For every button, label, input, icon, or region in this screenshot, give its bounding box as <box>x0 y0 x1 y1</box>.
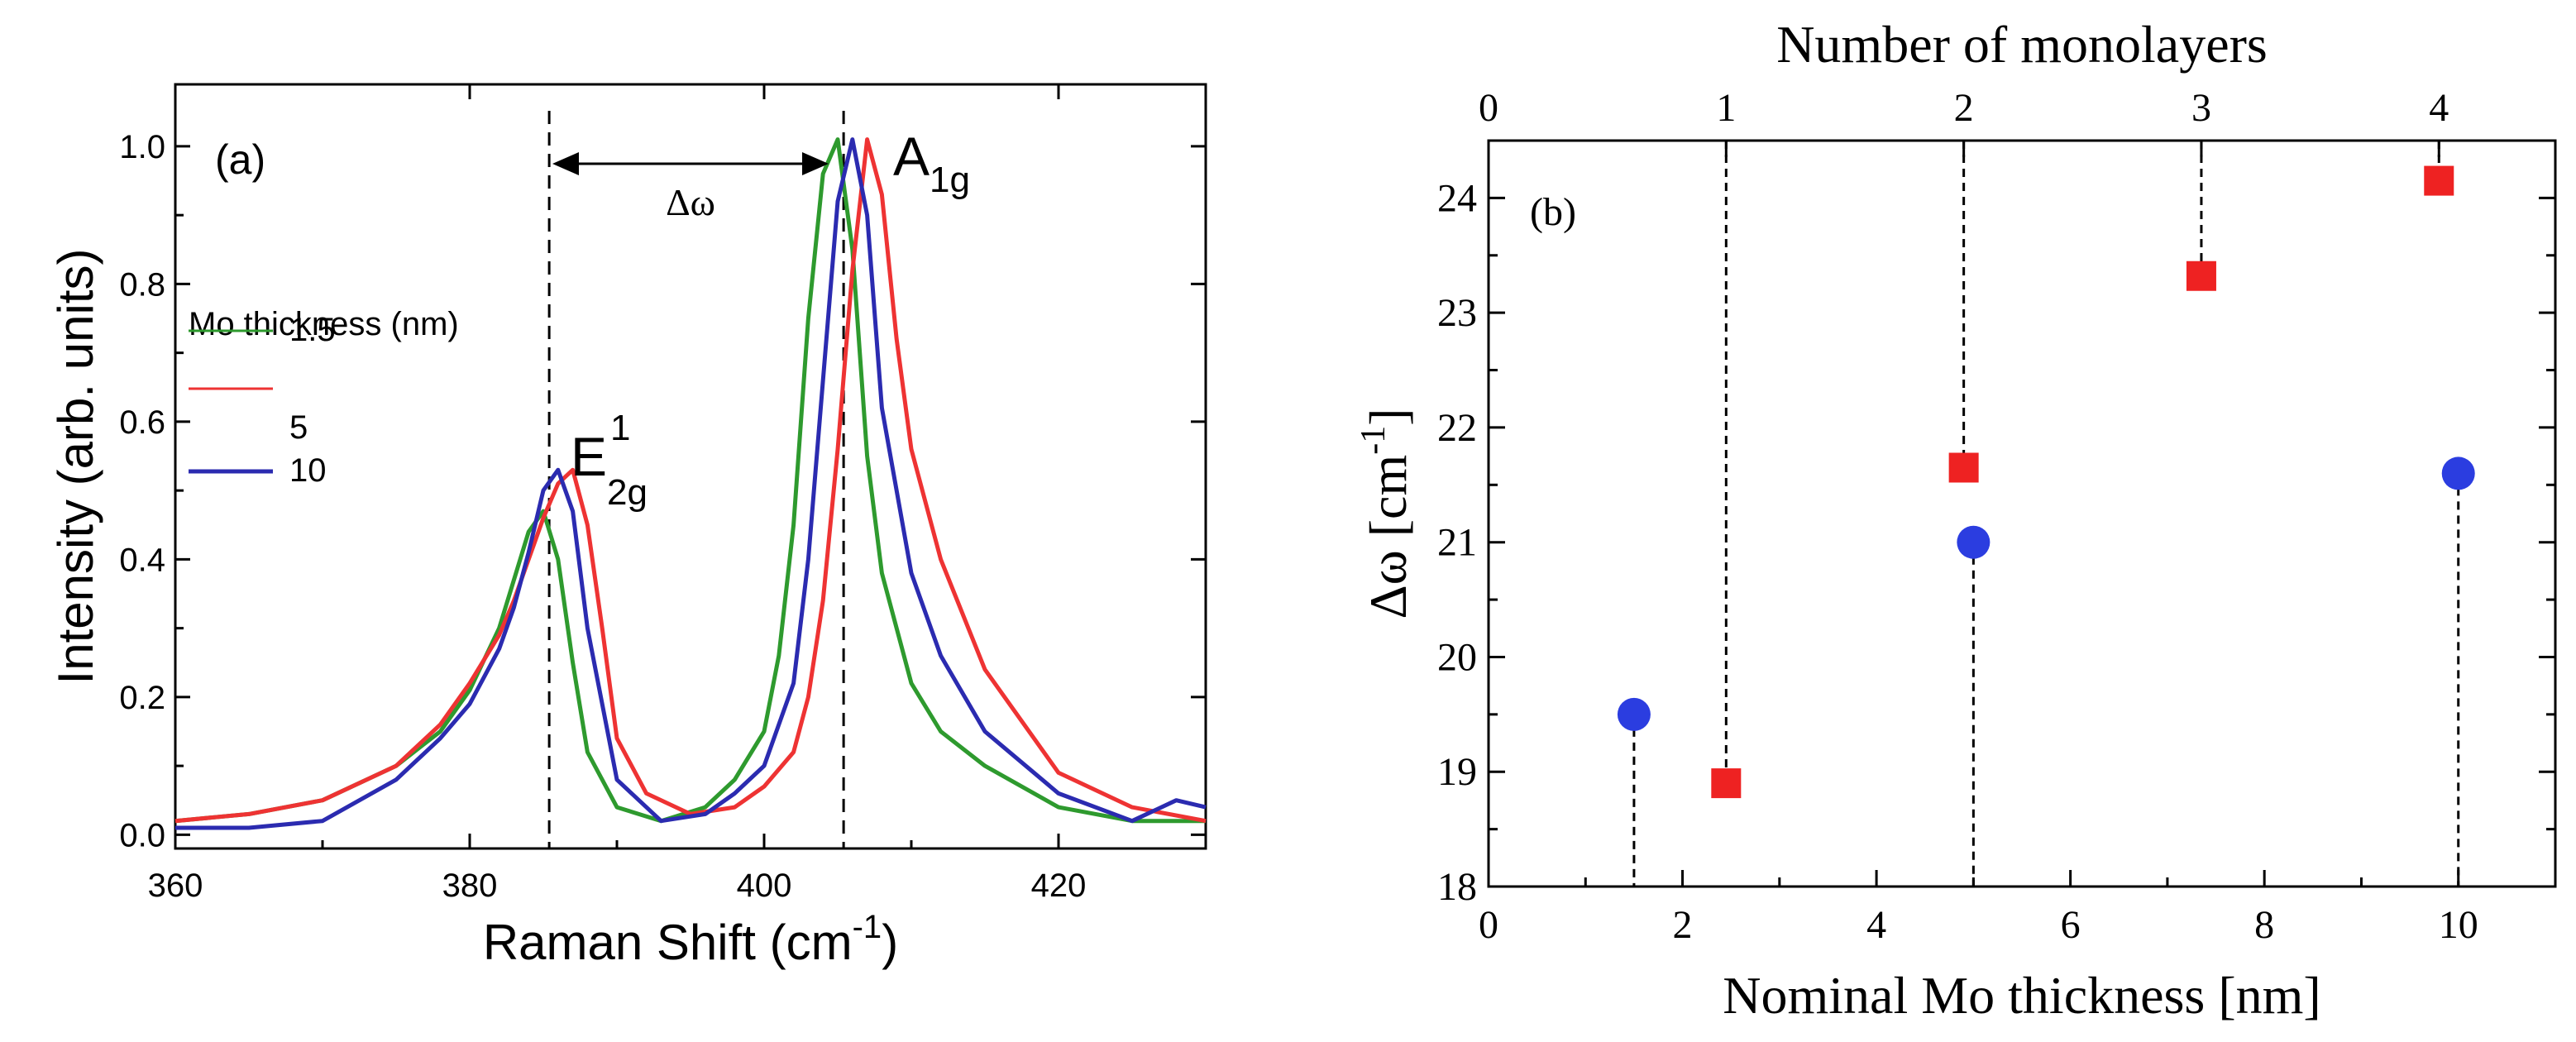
panel-b-ytick-label: 18 <box>1437 865 1477 909</box>
series-line-1-5 <box>174 137 1206 824</box>
data-point-circle <box>1617 697 1651 731</box>
series-line-5 <box>174 137 1207 824</box>
panel-b-ytick-label: 23 <box>1437 291 1477 335</box>
panel-b-top-tick-label: 2 <box>1954 86 1974 130</box>
panel-a-frame <box>174 83 1207 850</box>
panel-a-xlabel-main: Raman Shift <box>483 915 756 970</box>
panel-a-ylabel: Intensity (arb. units) <box>48 249 103 685</box>
data-point-square <box>1711 768 1742 799</box>
data-point-circle <box>1957 525 1991 559</box>
panel-b-xtick-label: 8 <box>2254 903 2274 947</box>
panel-b-ytick-label: 21 <box>1437 521 1477 565</box>
legend-title: Mo thickness (nm) <box>189 306 459 342</box>
panel-b-ylabel-sup: -1 <box>1355 426 1393 455</box>
panel-b-frame <box>1487 139 2557 888</box>
e2g-peak-label: E <box>571 426 607 487</box>
panel-a-xtick-label: 380 <box>442 868 498 904</box>
panel-a-ytick-label: 0.0 <box>119 817 165 853</box>
panel-a-xlabel: Raman Shift (cm-1) <box>483 909 898 970</box>
series-line-10 <box>175 137 1207 830</box>
panel-a-xtick-label: 400 <box>737 868 792 904</box>
a1g-subscript: 1g <box>930 160 970 200</box>
panel-b-ylabel-main: Δω [cm <box>1359 455 1417 619</box>
panel-a-ytick-label: 0.4 <box>119 542 165 578</box>
legend-entry-10: 10 <box>289 452 327 489</box>
panel-b-ytick-label: 22 <box>1437 406 1477 450</box>
panel-b-top-tick-label: 1 <box>1716 86 1736 130</box>
data-point-square <box>2424 165 2454 196</box>
panel-b-dashed-stems <box>1632 141 2460 887</box>
panel-b-xtick-label: 0 <box>1479 903 1498 947</box>
panel-b-xtick-label: 6 <box>2061 903 2081 947</box>
legend-entry-1-5: 1.5 <box>289 312 336 348</box>
delta-omega-label: Δω <box>666 181 715 223</box>
panel-a-label: (a) <box>215 136 265 183</box>
a1g-peak-label: A <box>893 126 930 187</box>
panel-b-label: (b) <box>1530 190 1576 234</box>
e2g-subscript: 2g <box>607 472 648 513</box>
panel-b-top-tick-label: 4 <box>2429 86 2449 130</box>
delta-omega-arrowhead-left <box>552 152 579 175</box>
panel-a-ytick-label: 0.2 <box>119 680 165 716</box>
data-point-square <box>2186 260 2216 291</box>
panel-a-ytick-label: 0.8 <box>119 266 165 303</box>
delta-omega-arrow <box>552 152 829 175</box>
e2g-main: E <box>571 426 607 487</box>
panel-a-xlabel-unit: (cm <box>770 915 853 970</box>
panel-b-top-tick-label: 0 <box>1479 86 1498 130</box>
panel-b-data-points <box>1617 165 2475 799</box>
data-point-circle <box>2441 456 2475 490</box>
panel-b-xlabel: Nominal Mo thickness [nm] <box>1723 966 2320 1025</box>
panel-a-xlabel-close: ) <box>882 915 898 970</box>
panel-a-legend: Mo thickness (nm) 1.5 5 10 <box>189 306 459 489</box>
panel-b-xtick-label: 4 <box>1866 903 1886 947</box>
panel-a-ytick-label: 0.6 <box>119 404 165 441</box>
panel-a-ticks: 360 380 400 420 0.0 0.2 0.4 0.6 0.8 1.0 <box>119 84 1206 904</box>
panel-b-xtick-label: 2 <box>1673 903 1693 947</box>
panel-a-xtick-label: 420 <box>1031 868 1087 904</box>
panel-b-ytick-label: 19 <box>1437 750 1477 794</box>
panel-a-xlabel-sup: -1 <box>853 909 882 945</box>
panel-b-ylabel-close: ] <box>1359 408 1417 425</box>
e2g-superscript: 1 <box>610 408 630 448</box>
panel-b-top-xlabel: Number of monolayers <box>1776 15 2268 74</box>
panel-a-series <box>174 137 1207 830</box>
panel-a-xtick-label: 360 <box>148 868 203 904</box>
panel-b-ytick-label: 20 <box>1437 635 1477 679</box>
panel-b-xtick-label: 10 <box>2439 903 2478 947</box>
legend-entry-5: 5 <box>289 409 308 446</box>
panel-b-ylabel: Δω [cm-1] <box>1355 408 1417 619</box>
panel-b-ytick-label: 24 <box>1437 176 1477 220</box>
data-point-square <box>1948 452 1979 483</box>
panel-b-top-tick-label: 3 <box>2191 86 2211 130</box>
panel-a-ytick-label: 1.0 <box>119 129 165 165</box>
delta-omega-arrowhead-right <box>802 152 829 175</box>
